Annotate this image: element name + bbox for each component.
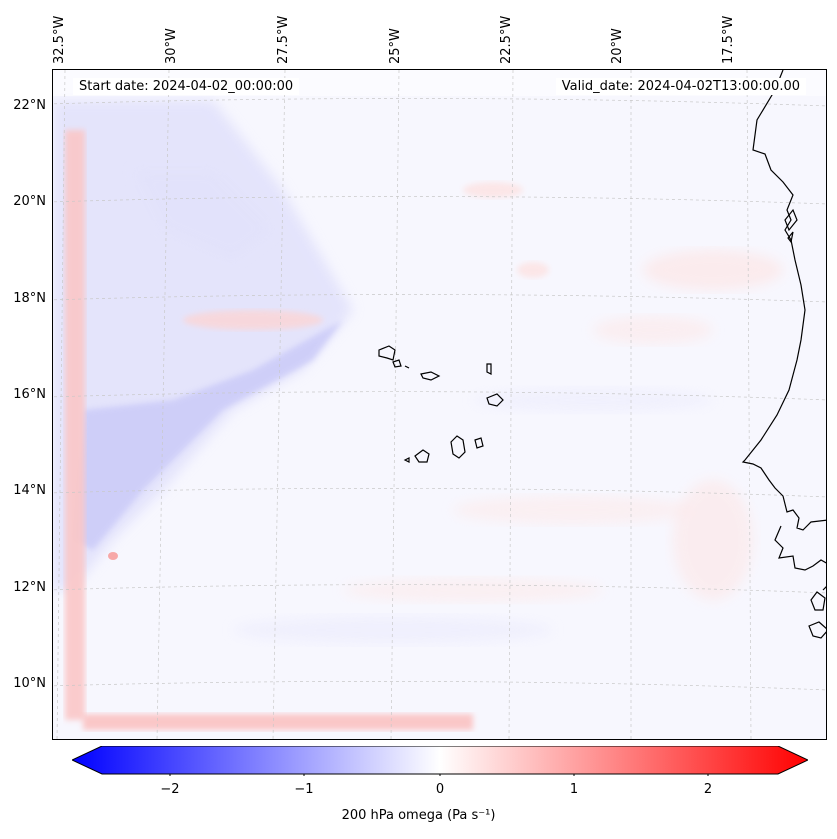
colorbar-tick-1: 1 — [569, 782, 579, 797]
colorbar-tick-minus-2: −2 — [160, 782, 180, 797]
lat-label-22n: 22°N — [13, 98, 46, 113]
lat-label-20n: 20°N — [13, 194, 46, 209]
lat-label-10n: 10°N — [13, 676, 46, 691]
coastlines — [378, 70, 826, 639]
lat-label-12n: 12°N — [13, 580, 46, 595]
colorbar-tick-minus-1: −1 — [294, 782, 314, 797]
colorbar — [72, 746, 808, 776]
lon-label-30w: 30°W — [164, 28, 179, 64]
lat-label-18n: 18°N — [13, 291, 46, 306]
start-date-label: Start date: 2024-04-02_00:00:00 — [73, 78, 300, 95]
lat-label-14n: 14°N — [13, 483, 46, 498]
colorbar-tick-0: 0 — [435, 782, 445, 797]
lat-label-16n: 16°N — [13, 387, 46, 402]
lon-label-17-5w: 17.5°W — [721, 15, 736, 64]
lon-label-32-5w: 32.5°W — [52, 15, 67, 64]
colorbar-tick-2: 2 — [703, 782, 713, 797]
valid-date-label: Valid_date: 2024-04-02T13:00:00.00 — [555, 78, 806, 95]
colorbar-label: 200 hPa omega (Pa s⁻¹) — [341, 808, 496, 823]
lon-label-27-5w: 27.5°W — [276, 15, 291, 64]
lon-label-20w: 20°W — [610, 28, 625, 64]
omega-field — [53, 70, 826, 739]
graticule — [53, 70, 826, 739]
map-panel: Start date: 2024-04-02_00:00:00 Valid_da… — [52, 69, 827, 740]
lon-label-25w: 25°W — [388, 28, 403, 64]
omega-map — [53, 70, 826, 739]
lon-label-22-5w: 22.5°W — [499, 15, 514, 64]
